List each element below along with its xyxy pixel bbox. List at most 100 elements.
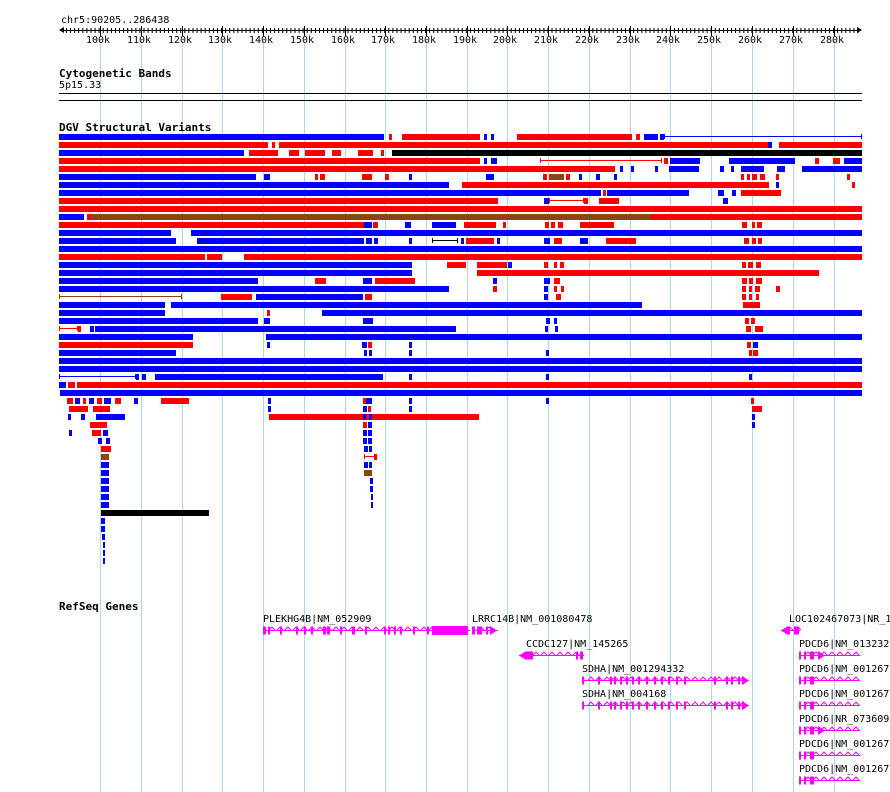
gene-arrow bbox=[742, 676, 749, 685]
ruler-tick-label: 110k bbox=[127, 35, 152, 46]
gene-label[interactable]: LOC102467073|NR_1 bbox=[789, 614, 890, 625]
gene-label[interactable]: SDHA|NM_004168 bbox=[582, 689, 667, 700]
cytobands-track-title: Cytogenetic Bands bbox=[59, 67, 172, 80]
dgv-variant bbox=[599, 198, 619, 204]
dgv-variant bbox=[669, 166, 699, 172]
dgv-variant bbox=[59, 334, 193, 340]
grid-line bbox=[589, 40, 590, 792]
gene-chevron bbox=[603, 701, 611, 706]
gene-exon bbox=[486, 626, 488, 635]
dgv-variant bbox=[852, 182, 855, 188]
ruler[interactable] bbox=[0, 0, 890, 60]
gene-exon bbox=[731, 676, 733, 685]
ruler-minor-tick bbox=[465, 28, 467, 33]
dgv-variant bbox=[655, 166, 658, 172]
gene-label[interactable]: SDHA|NM_001294332 bbox=[582, 664, 685, 675]
dgv-variant bbox=[368, 422, 372, 428]
ruler-minor-tick bbox=[351, 28, 353, 33]
ruler-minor-tick bbox=[208, 28, 210, 33]
dgv-variant bbox=[101, 526, 105, 532]
dgv-variant bbox=[607, 190, 689, 196]
gene-exon bbox=[799, 726, 801, 735]
ruler-minor-tick bbox=[780, 28, 781, 33]
ruler-minor-tick bbox=[722, 28, 724, 33]
dgv-variant bbox=[752, 406, 762, 412]
ruler-minor-tick bbox=[115, 28, 116, 33]
gene-label[interactable]: PDCD6|NM_001267 bbox=[799, 764, 890, 775]
ruler-left-arrow bbox=[59, 27, 64, 33]
dgv-variant bbox=[748, 262, 753, 268]
grid-line bbox=[834, 40, 835, 792]
dgv-variant bbox=[742, 294, 746, 300]
gene-label[interactable]: PDCD6|NM_001267 bbox=[799, 739, 890, 750]
dgv-variant bbox=[503, 222, 506, 228]
dgv-variant bbox=[101, 478, 109, 484]
ruler-minor-tick bbox=[518, 28, 520, 33]
dgv-variant bbox=[268, 398, 271, 404]
dgv-variant bbox=[104, 398, 111, 404]
ruler-minor-tick bbox=[94, 28, 96, 33]
gene-exon bbox=[661, 676, 663, 685]
dgv-variant-link-end bbox=[59, 374, 60, 379]
ruler-minor-tick bbox=[302, 28, 304, 33]
dgv-variant bbox=[374, 454, 377, 460]
gene-label[interactable]: PDCD6|NM_001267 bbox=[799, 664, 890, 675]
ruler-minor-tick bbox=[147, 28, 149, 33]
gene-chevron bbox=[836, 676, 844, 681]
dgv-variant bbox=[365, 294, 372, 300]
dgv-variant bbox=[59, 134, 384, 140]
dgv-features[interactable] bbox=[0, 0, 890, 600]
cytoband-label: 5p15.33 bbox=[59, 80, 102, 91]
dgv-variant bbox=[101, 518, 105, 524]
ruler-minor-tick bbox=[306, 28, 308, 33]
dgv-variant bbox=[544, 238, 550, 244]
ruler-minor-tick bbox=[347, 28, 349, 33]
dgv-variant bbox=[389, 134, 392, 140]
gene-label[interactable]: PDCD6|NR_073609 bbox=[799, 714, 890, 725]
dgv-variant bbox=[544, 294, 548, 300]
ruler-minor-tick bbox=[523, 28, 524, 33]
gene-intron bbox=[799, 780, 860, 781]
dgv-variant-link-end bbox=[583, 198, 584, 203]
grid-line bbox=[141, 40, 142, 792]
gene-intron bbox=[781, 630, 800, 631]
ruler-minor-tick bbox=[527, 28, 528, 33]
gene-label[interactable]: PDCD6|NM_001267 bbox=[799, 689, 890, 700]
ruler-major-tick bbox=[345, 26, 346, 36]
ruler-minor-tick bbox=[310, 28, 312, 33]
refseq-track-title: RefSeq Genes bbox=[59, 600, 139, 613]
ruler-minor-tick bbox=[106, 28, 108, 33]
ruler-minor-tick bbox=[841, 28, 843, 33]
gene-exon bbox=[626, 701, 628, 710]
dgv-variant bbox=[544, 198, 549, 204]
ruler-minor-tick bbox=[155, 28, 157, 33]
ruler-minor-tick bbox=[274, 28, 276, 33]
gene-exon bbox=[280, 626, 282, 635]
ruler-minor-tick bbox=[796, 28, 798, 33]
ruler-tick-label: 120k bbox=[168, 35, 193, 46]
gene-label[interactable]: CCDC127|NM_145265 bbox=[526, 639, 629, 650]
ruler-minor-tick bbox=[853, 28, 855, 33]
gene-chevron bbox=[852, 776, 860, 781]
gene-chevron bbox=[852, 676, 860, 681]
gene-chevron bbox=[844, 751, 852, 756]
gene-label[interactable]: PLEKHG4B|NM_052909 bbox=[263, 614, 372, 625]
ruler-minor-tick bbox=[70, 28, 72, 33]
gene-exon bbox=[432, 626, 468, 635]
dgv-variant bbox=[484, 158, 487, 164]
ruler-minor-tick bbox=[163, 28, 165, 33]
ruler-minor-tick bbox=[588, 28, 590, 33]
dgv-variant bbox=[758, 238, 762, 244]
dgv-variant-link-end bbox=[364, 454, 365, 459]
gene-label[interactable]: LRRC14B|NM_001080478 bbox=[472, 614, 593, 625]
gene-label[interactable]: PDCD6|NM_013232 bbox=[799, 639, 890, 650]
dgv-variant bbox=[614, 174, 617, 180]
ruler-minor-tick bbox=[384, 28, 386, 33]
dgv-variant bbox=[78, 326, 81, 332]
gene-exon bbox=[676, 701, 678, 710]
ruler-tick-label: 280k bbox=[820, 35, 845, 46]
gene-exon bbox=[413, 626, 415, 635]
dgv-variant bbox=[366, 398, 372, 404]
